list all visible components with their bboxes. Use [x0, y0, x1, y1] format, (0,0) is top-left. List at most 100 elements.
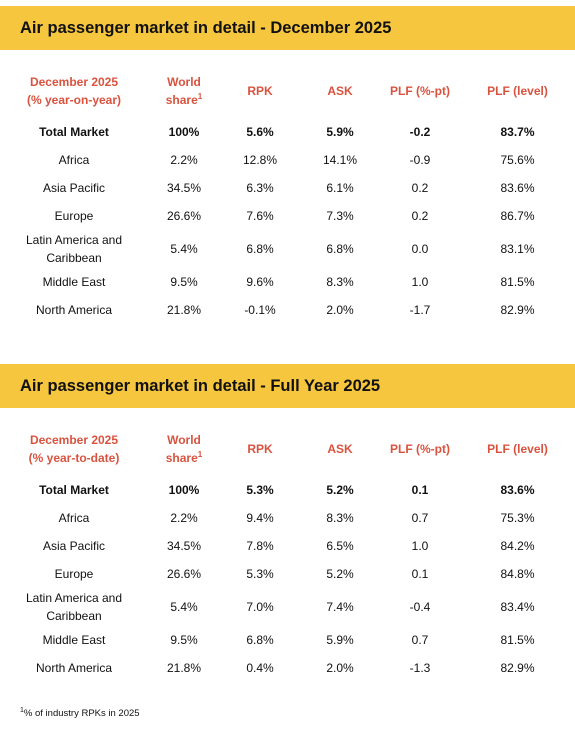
region-cell: Asia Pacific	[42, 181, 106, 195]
plf-level-cell: 84.2%	[500, 539, 535, 553]
ask-cell: 6.8%	[326, 242, 354, 256]
region-cell: Europe	[54, 209, 94, 223]
table-row: Asia Pacific 34.5% 7.8% 6.5% 1.0 84.2%	[0, 532, 575, 560]
plf-pt-cell: 0.0	[411, 242, 429, 256]
world-share-cell: 2.2%	[170, 153, 198, 167]
plf-level-cell: 82.9%	[500, 661, 535, 675]
plf-pt-cell: 1.0	[411, 275, 429, 289]
rpk-cell: 7.8%	[246, 539, 274, 553]
world-share-cell: 34.5%	[166, 181, 202, 195]
header-plf-pt: PLF (%-pt)	[390, 84, 450, 98]
region-cell: North America	[35, 303, 113, 317]
december-table: December 2025 (% year-on-year) World shar…	[0, 72, 575, 324]
ask-cell: 5.9%	[326, 633, 354, 647]
rpk-cell: 7.6%	[246, 209, 274, 223]
region-cell: Latin America and Caribbean	[25, 591, 123, 623]
ask-cell: 6.1%	[326, 181, 354, 195]
region-cell: Total Market	[39, 483, 109, 497]
plf-level-cell: 75.6%	[500, 153, 535, 167]
region-cell: Total Market	[39, 125, 109, 139]
ask-cell: 2.0%	[326, 661, 354, 675]
table-header-row: December 2025 (% year-to-date) World shar…	[0, 430, 575, 468]
footnote: 1% of industry RPKs in 2025	[20, 706, 140, 719]
world-share-cell: 26.6%	[166, 209, 202, 223]
plf-level-cell: 81.5%	[500, 633, 535, 647]
plf-level-cell: 81.5%	[500, 275, 535, 289]
header-world-share: World share1	[165, 75, 203, 107]
plf-pt-cell: 0.7	[411, 511, 429, 525]
table-row: Asia Pacific 34.5% 6.3% 6.1% 0.2 83.6%	[0, 174, 575, 202]
plf-level-cell: 86.7%	[500, 209, 535, 223]
world-share-cell: 21.8%	[166, 661, 202, 675]
ask-cell: 8.3%	[326, 275, 354, 289]
header-rpk: RPK	[247, 84, 273, 98]
table-row: Africa 2.2% 12.8% 14.1% -0.9 75.6%	[0, 146, 575, 174]
plf-level-cell: 83.4%	[500, 600, 535, 614]
ask-cell: 7.3%	[326, 209, 354, 223]
region-cell: Middle East	[42, 275, 106, 289]
header-plf-level: PLF (level)	[487, 442, 548, 456]
rpk-cell: 6.8%	[246, 242, 274, 256]
world-share-cell: 21.8%	[166, 303, 202, 317]
table-row: Europe 26.6% 5.3% 5.2% 0.1 84.8%	[0, 560, 575, 588]
plf-pt-cell: 0.1	[411, 483, 429, 497]
rpk-cell: 6.8%	[246, 633, 274, 647]
plf-pt-cell: -0.9	[409, 153, 431, 167]
table-row: Middle East 9.5% 9.6% 8.3% 1.0 81.5%	[0, 268, 575, 296]
header-ask: ASK	[327, 84, 353, 98]
full-year-table: December 2025 (% year-to-date) World shar…	[0, 430, 575, 682]
section-title-december: Air passenger market in detail - Decembe…	[0, 6, 575, 50]
rpk-cell: 5.3%	[246, 483, 274, 497]
table-row-total: Total Market 100% 5.3% 5.2% 0.1 83.6%	[0, 476, 575, 504]
ask-cell: 5.2%	[326, 567, 354, 581]
plf-level-cell: 83.6%	[500, 483, 535, 497]
header-plf-pt: PLF (%-pt)	[390, 442, 450, 456]
world-share-cell: 5.4%	[170, 242, 198, 256]
world-share-cell: 100%	[168, 483, 200, 497]
ask-cell: 8.3%	[326, 511, 354, 525]
plf-pt-cell: -1.7	[409, 303, 431, 317]
ask-cell: 7.4%	[326, 600, 354, 614]
rpk-cell: 5.3%	[246, 567, 274, 581]
region-cell: North America	[35, 661, 113, 675]
region-cell: Africa	[58, 511, 90, 525]
table-row: North America 21.8% 0.4% 2.0% -1.3 82.9%	[0, 654, 575, 682]
world-share-cell: 9.5%	[170, 633, 198, 647]
region-cell: Middle East	[42, 633, 106, 647]
world-share-cell: 2.2%	[170, 511, 198, 525]
table-row: Latin America and Caribbean 5.4% 6.8% 6.8% 0.…	[0, 230, 575, 268]
rpk-cell: 6.3%	[246, 181, 274, 195]
plf-level-cell: 83.6%	[500, 181, 535, 195]
ask-cell: 6.5%	[326, 539, 354, 553]
table-row: Africa 2.2% 9.4% 8.3% 0.7 75.3%	[0, 504, 575, 532]
plf-level-cell: 83.1%	[500, 242, 535, 256]
plf-pt-cell: 0.2	[411, 209, 429, 223]
header-plf-level: PLF (level)	[487, 84, 548, 98]
world-share-cell: 5.4%	[170, 600, 198, 614]
world-share-cell: 100%	[168, 125, 200, 139]
ask-cell: 5.2%	[326, 483, 354, 497]
table-header-row: December 2025 (% year-on-year) World shar…	[0, 72, 575, 110]
rpk-cell: 0.4%	[246, 661, 274, 675]
plf-pt-cell: -1.3	[409, 661, 431, 675]
table-row: North America 21.8% -0.1% 2.0% -1.7 82.9%	[0, 296, 575, 324]
header-ask: ASK	[327, 442, 353, 456]
plf-pt-cell: 0.2	[411, 181, 429, 195]
rpk-cell: 12.8%	[242, 153, 278, 167]
plf-pt-cell: -0.2	[409, 125, 431, 139]
header-world-share: World share1	[165, 433, 203, 465]
region-cell: Africa	[58, 153, 90, 167]
header-region: December 2025 (% year-on-year)	[26, 75, 122, 107]
plf-level-cell: 84.8%	[500, 567, 535, 581]
rpk-cell: 7.0%	[246, 600, 274, 614]
rpk-cell: 5.6%	[246, 125, 274, 139]
rpk-cell: 9.6%	[246, 275, 274, 289]
ask-cell: 2.0%	[326, 303, 354, 317]
header-region: December 2025 (% year-to-date)	[28, 433, 120, 465]
world-share-cell: 26.6%	[166, 567, 202, 581]
region-cell: Europe	[54, 567, 94, 581]
header-rpk: RPK	[247, 442, 273, 456]
plf-pt-cell: -0.4	[409, 600, 431, 614]
plf-pt-cell: 0.7	[411, 633, 429, 647]
plf-level-cell: 83.7%	[500, 125, 535, 139]
